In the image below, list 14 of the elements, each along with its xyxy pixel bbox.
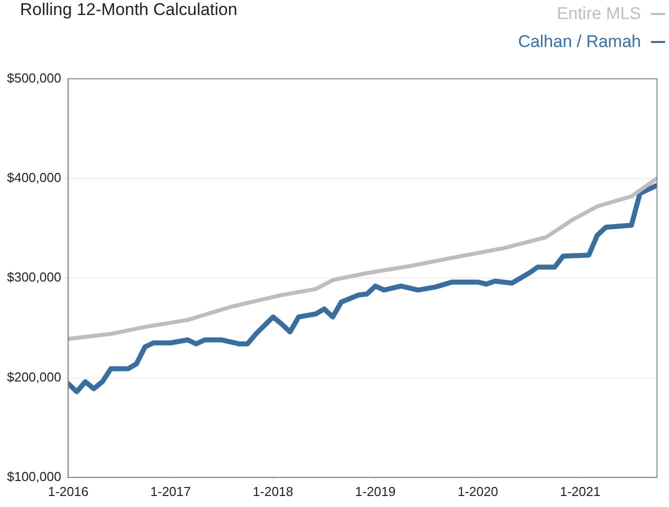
x-tick-label: 1-2017	[150, 484, 191, 499]
y-tick-label: $400,000	[6, 170, 62, 186]
legend-label: Calhan / Ramah	[518, 32, 641, 52]
x-tick-label: 1-2019	[355, 484, 396, 499]
y-tick-label: $200,000	[6, 369, 62, 384]
y-tick-label: $100,000	[6, 468, 62, 484]
y-tick-label: $300,000	[6, 270, 62, 285]
x-tick-label: 1-2018	[252, 484, 294, 499]
x-tick-label: 1-2016	[48, 484, 88, 499]
legend-label: Entire MLS	[556, 4, 641, 24]
x-tick-label: 1-2021	[560, 484, 600, 499]
y-tick-label: $500,000	[6, 70, 62, 86]
chart-title: Rolling 12-Month Calculation	[20, 0, 238, 20]
x-tick-label: 1-2020	[458, 484, 498, 499]
